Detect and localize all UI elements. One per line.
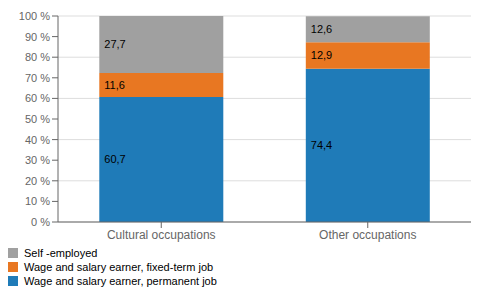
svg-text:100 %: 100 % <box>19 10 50 22</box>
svg-text:60,7: 60,7 <box>104 153 125 165</box>
svg-text:10 %: 10 % <box>25 195 50 207</box>
svg-text:27,7: 27,7 <box>104 38 125 50</box>
html-text:Wage and salary earner, perman: Wage and salary earner, permanent job <box>24 275 217 287</box>
html-text:Wage and salary earner, fixed-: Wage and salary earner, fixed-term job <box>24 261 214 273</box>
svg-text:74,4: 74,4 <box>311 139 332 151</box>
svg-text:90 %: 90 % <box>25 31 50 43</box>
svg-text:60 %: 60 % <box>25 92 50 104</box>
svg-text:30 %: 30 % <box>25 154 50 166</box>
svg-text:40 %: 40 % <box>25 134 50 146</box>
svg-text:11,6: 11,6 <box>104 79 125 91</box>
svg-text:Cultural occupations: Cultural occupations <box>107 228 216 242</box>
svg-text:50 %: 50 % <box>25 113 50 125</box>
svg-text:12,9: 12,9 <box>311 49 332 61</box>
html-text:Self -employed: Self -employed <box>24 247 98 259</box>
svg-text:Other occupations: Other occupations <box>319 228 416 242</box>
svg-text:70 %: 70 % <box>25 72 50 84</box>
svg-text:80 %: 80 % <box>25 51 50 63</box>
svg-text:12,6: 12,6 <box>311 23 332 35</box>
svg-text:20 %: 20 % <box>25 175 50 187</box>
svg-text:0 %: 0 % <box>31 216 50 228</box>
